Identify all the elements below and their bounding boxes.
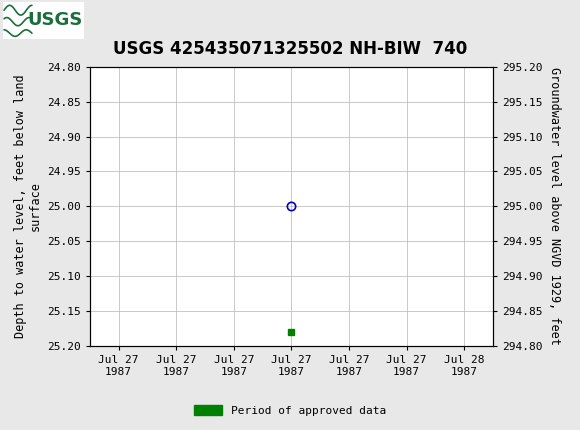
- Text: USGS 425435071325502 NH-BIW  740: USGS 425435071325502 NH-BIW 740: [113, 40, 467, 58]
- Y-axis label: Groundwater level above NGVD 1929, feet: Groundwater level above NGVD 1929, feet: [548, 68, 561, 345]
- Legend: Period of approved data: Period of approved data: [190, 400, 390, 420]
- Y-axis label: Depth to water level, feet below land
surface: Depth to water level, feet below land su…: [13, 74, 42, 338]
- FancyBboxPatch shape: [3, 2, 84, 39]
- Text: USGS: USGS: [27, 11, 83, 29]
